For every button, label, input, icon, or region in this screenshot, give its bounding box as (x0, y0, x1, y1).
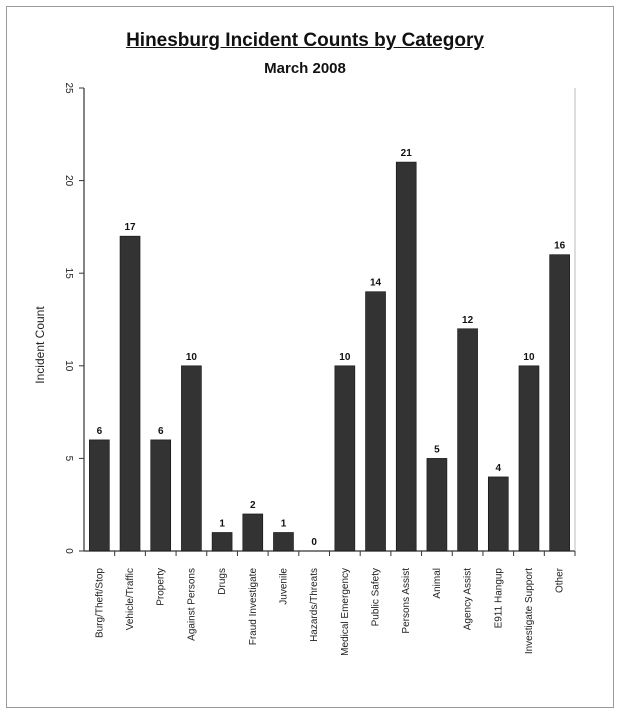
bar (89, 439, 110, 552)
category-label: Medical Emergency (340, 568, 351, 656)
y-tick-label: 0 (63, 548, 74, 554)
category-label: Property (156, 568, 167, 606)
data-label: 4 (496, 463, 502, 474)
bar (119, 235, 141, 552)
bar (334, 365, 356, 552)
bar (273, 532, 294, 552)
bar (518, 365, 540, 552)
category-label: E911 Hangup (493, 568, 504, 629)
bar (211, 532, 233, 552)
data-label: 10 (339, 352, 351, 363)
bar (365, 291, 386, 552)
bar (487, 476, 509, 552)
category-label: Other (555, 567, 566, 593)
data-label: 2 (250, 500, 256, 511)
data-label: 6 (97, 426, 103, 437)
category-label: Drugs (217, 568, 228, 595)
data-label: 10 (523, 352, 535, 363)
bar (242, 513, 264, 552)
bar (395, 161, 417, 552)
category-label: Persons Assist (401, 568, 412, 634)
bar (181, 365, 202, 552)
y-tick-label: 15 (63, 268, 74, 280)
data-label: 21 (401, 148, 413, 159)
data-label: 16 (554, 241, 566, 252)
data-label: 1 (281, 518, 287, 529)
chart-frame (6, 6, 614, 708)
y-tick-label: 20 (63, 175, 74, 187)
data-label: 1 (219, 518, 225, 529)
category-label: Investigate Support (524, 568, 535, 654)
bar (150, 439, 172, 552)
category-label: Public Safety (371, 568, 382, 626)
data-label: 5 (434, 444, 440, 455)
y-tick-label: 10 (63, 360, 74, 372)
data-label: 0 (311, 537, 317, 548)
y-tick-label: 5 (63, 456, 74, 462)
category-label: Hazards/Threats (309, 568, 320, 642)
bar (549, 254, 570, 552)
category-label: Against Persons (186, 568, 197, 641)
data-label: 17 (124, 222, 136, 233)
category-label: Vehicle/Traffic (125, 568, 136, 630)
category-labels: Burg/Theft/Stop Vehicle/Traffic Property Ag… (94, 567, 565, 655)
data-label: 12 (462, 315, 474, 326)
category-label: Agency Assist (463, 568, 474, 630)
chart-subtitle: March 2008 (264, 60, 346, 77)
category-label: Juvenile (278, 568, 289, 605)
category-label: Fraud Investigate (248, 568, 259, 646)
y-axis-label: Incident Count (33, 306, 47, 384)
data-label: 6 (158, 426, 164, 437)
y-tick-label: 25 (63, 82, 74, 94)
chart-title: Hinesburg Incident Counts by Category (126, 30, 484, 51)
category-label: Animal (432, 568, 443, 599)
data-label: 10 (186, 352, 198, 363)
category-label: Burg/Theft/Stop (94, 568, 105, 638)
bar (457, 328, 478, 552)
data-label: 14 (370, 278, 382, 289)
bar (426, 458, 448, 552)
